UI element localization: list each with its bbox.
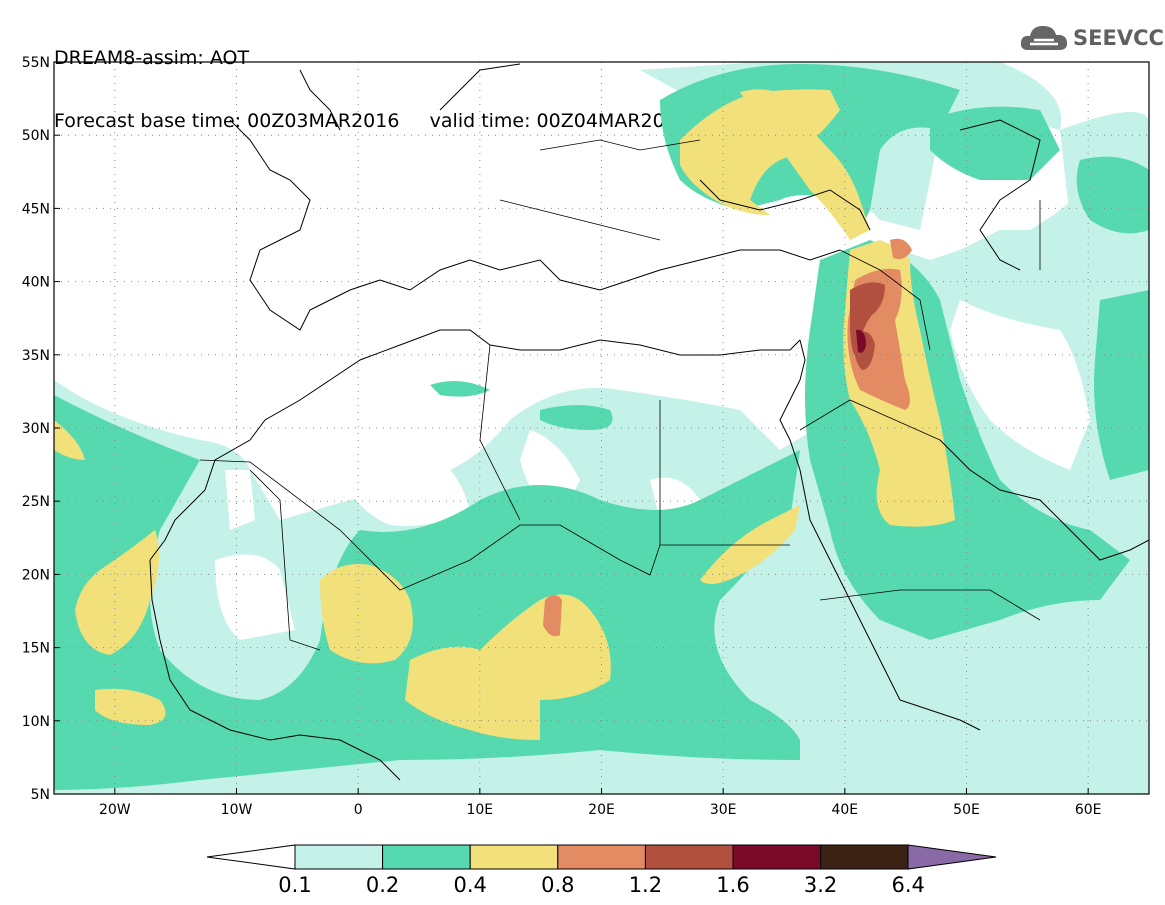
colorbar-labels: 0.1 0.2 0.4 0.8 1.2 1.6 3.2 6.4 [278,873,925,897]
lat-label: 25N [22,494,50,510]
lat-label: 45N [22,201,50,217]
lon-label: 60E [1075,802,1102,818]
lon-label: 20W [99,802,131,818]
lon-label: 0 [354,802,363,818]
title-line-1: DREAM8-assim: AOT [54,47,250,69]
axis-labels: 55N 50N 45N 40N 35N 30N 25N 20N 15N 10N 5N 20W 10W 0 1… [22,55,1102,818]
lon-label: 10W [221,802,253,818]
colorbar-label: 0.4 [453,873,486,897]
colorbar-label: 6.4 [891,873,924,897]
borders-layer [199,139,1041,651]
cloud-icon [1020,26,1068,50]
colorbar-label: 0.8 [541,873,574,897]
colorbar-label: 0.1 [278,873,311,897]
map-title-block: DREAM8-assim: AOT Forecast base time: 00… [54,6,750,153]
logo-text: SEEVCCC [1073,26,1165,50]
lat-label: 15N [22,641,50,657]
colorbar-label: 1.6 [716,873,749,897]
colorbar-segment [469,844,559,870]
colorbar-segment [820,844,909,870]
lat-label: 30N [22,421,50,437]
coastlines-layer [149,63,1150,781]
title-line-2: Forecast base time: 00Z03MAR2016 valid t… [54,110,750,132]
lat-label: 55N [22,55,50,71]
aot-field-layer [54,62,1149,794]
lon-label: 40E [831,802,858,818]
graticule [54,62,1149,794]
colorbar-above-triangle [907,844,997,870]
colorbar-segment [382,844,471,870]
lat-label: 50N [22,128,50,144]
colorbar-segment [294,844,384,870]
colorbar-segment [732,844,822,870]
colorbar-segment [644,844,734,870]
lat-label: 20N [22,567,50,583]
colorbar-label: 1.2 [629,873,662,897]
lat-label: 10N [22,714,50,730]
lon-label: 20E [588,802,615,818]
lon-label: 50E [953,802,980,818]
colorbar-segment [557,844,646,870]
lon-label: 10E [466,802,493,818]
lat-label: 5N [31,787,50,803]
aot-band-1.6 [856,329,866,353]
colorbar-below-triangle [206,844,296,870]
seevccc-logo: SEEVCCC [1018,20,1165,58]
lat-label: 40N [22,275,50,291]
lat-label: 35N [22,348,50,364]
lon-label: 30E [710,802,737,818]
colorbar-segments [294,844,909,870]
colorbar-label: 0.2 [366,873,399,897]
colorbar-label: 3.2 [804,873,837,897]
